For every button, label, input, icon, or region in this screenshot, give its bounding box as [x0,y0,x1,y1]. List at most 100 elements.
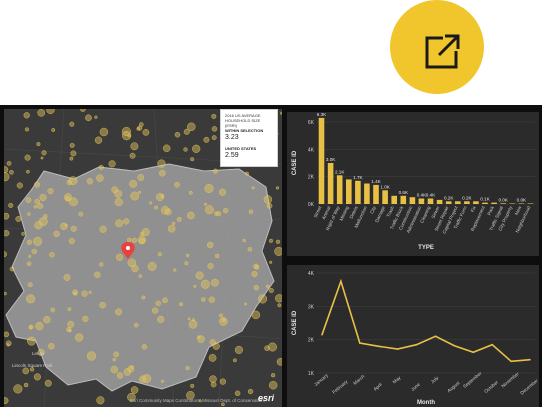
bar-chart-panel[interactable]: 0K 2K 4K 6K 6.3K Street 3.0K Animal 2.1K Right of… [287,112,539,256]
map-point [99,301,106,309]
bar-data-label: 1.0K [380,184,390,189]
bar [500,203,506,204]
open-external-button[interactable] [390,0,484,94]
map-point [268,342,277,352]
map-point [203,202,208,206]
bar-x-axis-title: TYPE [418,245,434,251]
map-canvas[interactable]: Lenox Lincoln Square Park [4,109,282,407]
map-point [219,378,227,385]
map-point [131,237,138,244]
map-point [211,126,218,132]
map-pin-icon[interactable] [121,242,135,259]
bar [318,117,325,204]
bar-y-axis-title: CASE ID [292,150,298,175]
map-point [69,142,75,148]
map-point [96,396,105,405]
line-point [340,280,342,283]
bar [518,203,525,204]
map-point [208,354,217,362]
bar [482,202,488,204]
map-point [269,260,273,264]
map-point [131,264,139,273]
line-x-tick-label: October [483,379,499,394]
line-point [396,348,399,350]
map-point [123,218,130,225]
map-point [206,241,214,249]
map-point [176,216,182,222]
map-point [78,211,84,217]
map-point [209,375,217,383]
map-point [129,152,136,159]
map-point [23,382,29,388]
line-x-tick-label: February [331,379,349,395]
map-point [27,212,31,216]
map-point [33,205,38,209]
bar-data-label: 3.0K [326,157,336,162]
map-point [9,266,15,272]
map-point [31,248,38,255]
map-point [210,381,217,388]
map-point [4,331,10,338]
map-point [6,161,12,166]
map-point [193,284,197,288]
line-x-tick-label: April [373,382,383,392]
map-point [173,268,177,272]
map-point [162,297,168,304]
map-point [234,390,241,397]
map-point [247,247,253,252]
map-point [115,308,123,316]
map-point [73,291,78,296]
popup-within-label: WITHIN SELECTION [225,128,264,133]
bar [418,198,425,204]
map-point [99,262,104,267]
map-point [43,316,51,324]
map-point [29,367,35,372]
map-point [13,384,23,394]
map-point [164,208,172,216]
map-point [232,358,237,363]
line-chart-panel[interactable]: 1K 2K 3K 4K January February March April May June… [287,265,539,407]
bar-y-tick-label: 0K [308,202,315,208]
map-point [254,265,260,270]
map-point [147,261,157,271]
map-point [190,383,195,388]
map-point [50,307,56,313]
map-point [33,373,41,381]
line-point [415,343,418,346]
map-point [6,343,10,347]
bar-y-tick-label: 2K [308,175,315,181]
bar [491,202,497,204]
popup-within-value: 3.23 [225,134,239,141]
map-point [115,253,124,261]
map-point [129,179,138,188]
line-y-tick-label: 4K [308,271,315,277]
map-point [44,379,52,387]
map-point [192,144,201,153]
bar [509,203,516,204]
map-point [157,159,166,168]
bar-data-label: 1.4K [371,179,381,184]
bar [391,195,397,204]
map-point [133,322,139,328]
map-point [222,208,229,214]
map-point [247,388,254,395]
map-point [86,178,94,185]
map-point [158,169,166,177]
line-x-tick-label: May [392,375,402,385]
map-point [221,317,227,323]
map-point [157,315,165,324]
map-point [138,190,142,194]
map-point [70,150,77,157]
line-point [529,358,531,361]
map-point [212,342,220,350]
map-point [203,136,210,143]
map-point [88,290,92,295]
map-point [81,290,88,297]
bar-category-label: Street [313,205,323,219]
map-point [251,186,255,190]
map-point [197,335,201,339]
map-point [26,239,33,245]
map-point [24,127,30,132]
map-point [275,239,281,244]
map-point [244,302,247,306]
